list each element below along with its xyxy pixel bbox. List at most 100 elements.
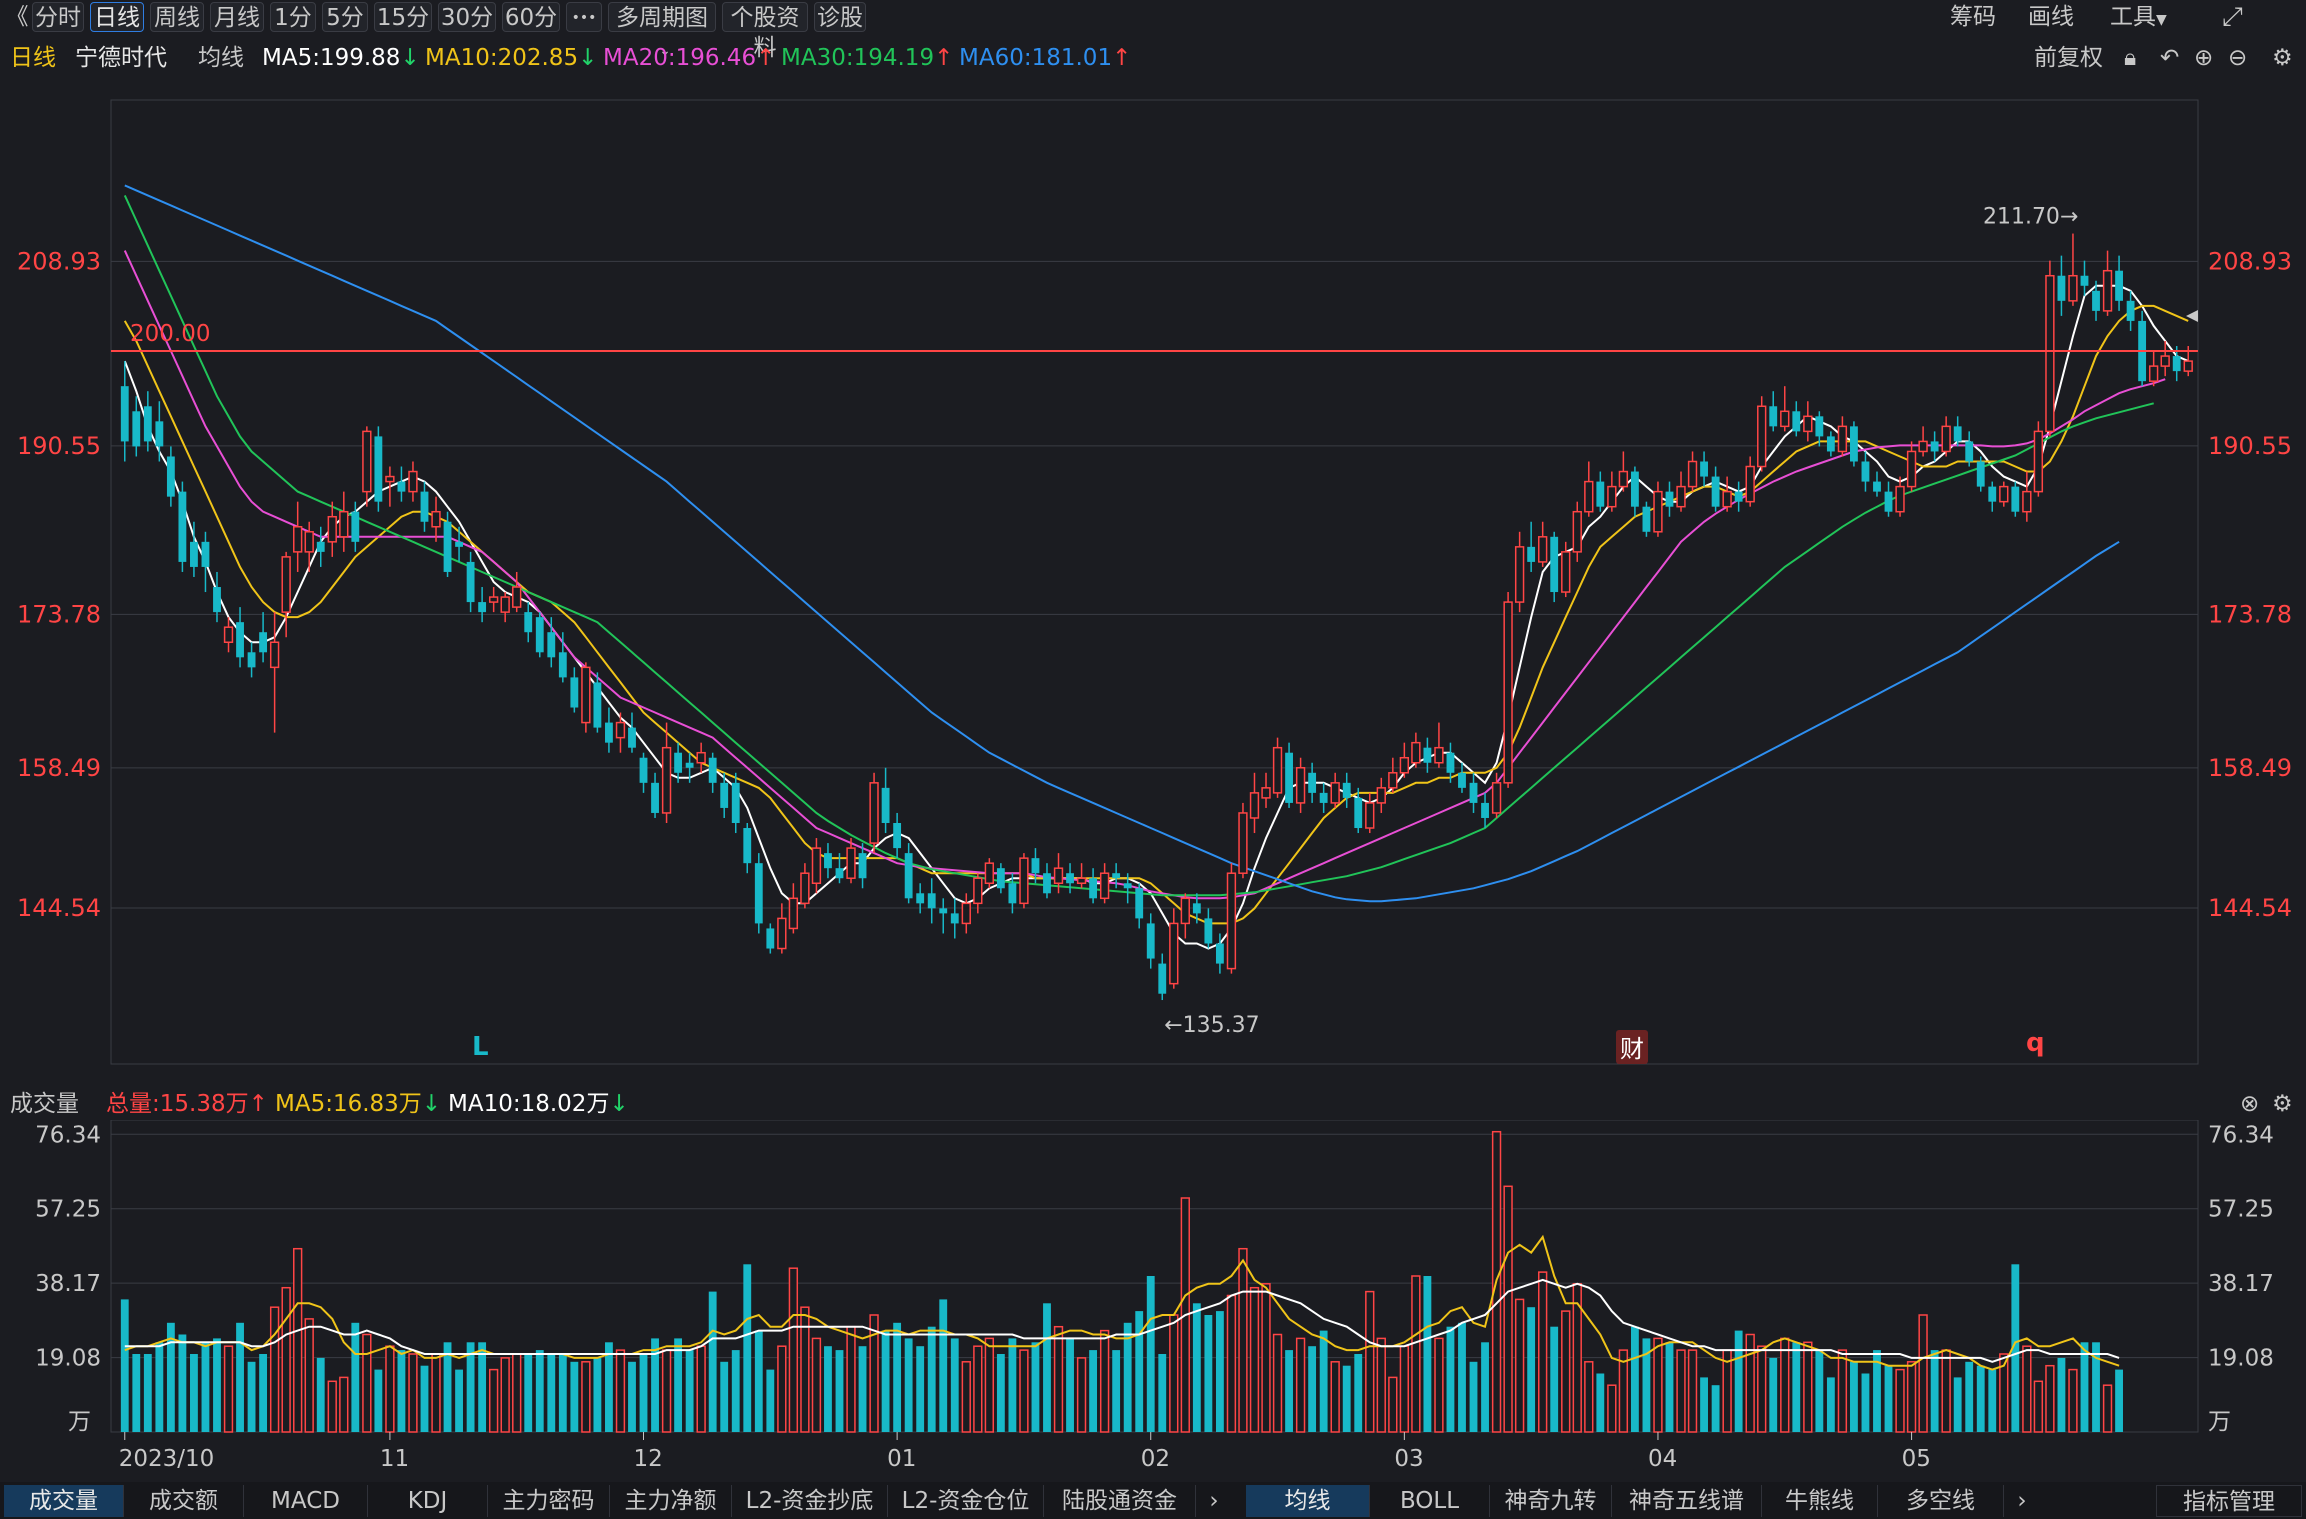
candle[interactable] — [1837, 416, 1848, 457]
volume-bar-down[interactable] — [1215, 1311, 1224, 1432]
tab-daily[interactable]: 日线 — [90, 2, 144, 32]
candle[interactable] — [615, 712, 626, 753]
candle[interactable] — [247, 642, 256, 678]
collapse-icon[interactable]: 《 — [5, 4, 29, 30]
volume-chart[interactable]: 76.34 76.34 57.25 57.25 38.17 38.17 19.08 19.08… — [0, 1120, 2306, 1482]
volume-bar-down[interactable] — [1458, 1322, 1466, 1432]
volume-bar-up[interactable] — [1272, 1333, 1283, 1433]
candle[interactable] — [397, 466, 406, 502]
tab-main-force-net[interactable]: 主力净额 — [610, 1485, 732, 1517]
volume-bar-down[interactable] — [858, 1346, 867, 1432]
candle[interactable] — [720, 772, 729, 818]
volume-bar-up[interactable] — [1607, 1384, 1617, 1433]
volume-bar-up[interactable] — [800, 1306, 810, 1433]
volume-bar-down[interactable] — [754, 1330, 763, 1432]
candle[interactable] — [1572, 501, 1582, 562]
candle[interactable] — [281, 551, 291, 638]
volume-bar-down[interactable] — [628, 1361, 636, 1432]
candle[interactable] — [1906, 441, 1917, 492]
candle[interactable] — [1446, 742, 1455, 783]
volume-bar-up[interactable] — [2102, 1384, 2113, 1433]
volume-bar-up[interactable] — [281, 1286, 291, 1433]
tab-ma[interactable]: 均线 — [1246, 1485, 1370, 1517]
volume-bar-up[interactable] — [1895, 1368, 1905, 1433]
volume-bar-down[interactable] — [2092, 1342, 2100, 1432]
tab-fenshi[interactable]: 分时 — [32, 2, 84, 32]
volume-bar-up[interactable] — [1295, 1337, 1306, 1433]
volume-bar-down[interactable] — [639, 1354, 648, 1432]
volume-bar-down[interactable] — [927, 1326, 936, 1432]
volume-bar-up[interactable] — [327, 1380, 337, 1433]
volume-bar-up[interactable] — [269, 1306, 280, 1433]
candle[interactable] — [1873, 471, 1881, 497]
multi-period-dropdown[interactable]: 多周期图 ⌄ — [608, 2, 716, 59]
volume-bar-down[interactable] — [1204, 1315, 1213, 1432]
volume-bar-down[interactable] — [1146, 1276, 1155, 1432]
candle[interactable] — [466, 551, 475, 613]
candle[interactable] — [408, 461, 418, 502]
candle[interactable] — [605, 707, 613, 753]
volume-bar-up[interactable] — [777, 1345, 787, 1433]
candle[interactable] — [1769, 391, 1778, 432]
volume-bar-up[interactable] — [1757, 1345, 1767, 1433]
candle[interactable] — [1354, 787, 1363, 834]
volume-bar-down[interactable] — [1850, 1361, 1858, 1432]
candle[interactable] — [581, 662, 591, 733]
volume-bar-down[interactable] — [316, 1357, 325, 1432]
volume-bar-up[interactable] — [581, 1361, 591, 1433]
volume-bar-up[interactable] — [1906, 1361, 1917, 1433]
candle[interactable] — [339, 491, 349, 552]
candle[interactable] — [1376, 777, 1386, 813]
volume-bar-down[interactable] — [351, 1322, 360, 1432]
chevron-right-icon-2[interactable]: › — [2017, 1488, 2027, 1514]
volume-bar-down[interactable] — [1769, 1357, 1778, 1432]
candle[interactable] — [950, 898, 959, 939]
volume-bar-down[interactable] — [1112, 1350, 1121, 1432]
volume-bar-down[interactable] — [547, 1354, 556, 1432]
volume-bar-down[interactable] — [1285, 1350, 1293, 1432]
candle[interactable] — [2011, 481, 2020, 517]
candle[interactable] — [1411, 732, 1421, 768]
volume-title[interactable]: 成交量 — [10, 1091, 79, 1117]
volume-bar-up[interactable] — [984, 1337, 995, 1433]
candle[interactable] — [1722, 476, 1732, 512]
candle[interactable] — [651, 772, 659, 818]
volume-bar-down[interactable] — [1481, 1342, 1489, 1432]
candle[interactable] — [1053, 853, 1064, 894]
volume-bar-up[interactable] — [1226, 1294, 1237, 1433]
candle[interactable] — [1135, 883, 1144, 929]
volume-bar-down[interactable] — [1873, 1350, 1881, 1432]
candle[interactable] — [304, 521, 314, 572]
chips-button[interactable]: 筹码 — [1950, 4, 1996, 30]
volume-bar-up[interactable] — [1687, 1349, 1698, 1433]
candle[interactable] — [1514, 531, 1525, 613]
volume-bar-down[interactable] — [1469, 1361, 1478, 1432]
candle[interactable] — [1158, 953, 1167, 1001]
volume-bar-down[interactable] — [1192, 1303, 1201, 1432]
more-icon[interactable]: ••• — [566, 2, 602, 32]
candle[interactable] — [685, 752, 694, 783]
volume-bar-up[interactable] — [1745, 1333, 1755, 1433]
volume-bar-up[interactable] — [2045, 1364, 2055, 1433]
volume-bar-down[interactable] — [1642, 1338, 1651, 1432]
candle[interactable] — [1308, 762, 1317, 803]
candle[interactable] — [708, 752, 717, 793]
volume-bar-down[interactable] — [443, 1342, 452, 1432]
volume-bar-down[interactable] — [1861, 1373, 1870, 1433]
volume-bar-down[interactable] — [1089, 1350, 1098, 1432]
candle[interactable] — [488, 587, 499, 613]
candle[interactable] — [777, 903, 787, 954]
volume-bar-down[interactable] — [731, 1350, 740, 1432]
volume-bar-down[interactable] — [190, 1354, 198, 1432]
undo-icon[interactable]: ↶ — [2160, 45, 2180, 71]
adjust-mode[interactable]: 前复权 — [2034, 45, 2103, 71]
volume-bar-down[interactable] — [1815, 1350, 1824, 1432]
volume-bar-down[interactable] — [1700, 1377, 1708, 1432]
candle[interactable] — [939, 898, 948, 934]
volume-bar-down[interactable] — [535, 1350, 544, 1432]
candle[interactable] — [1527, 521, 1536, 572]
volume-bar-up[interactable] — [223, 1345, 234, 1433]
tab-kdj[interactable]: KDJ — [368, 1485, 488, 1517]
candle[interactable] — [1388, 757, 1398, 793]
volume-bar-up[interactable] — [1561, 1310, 1571, 1433]
